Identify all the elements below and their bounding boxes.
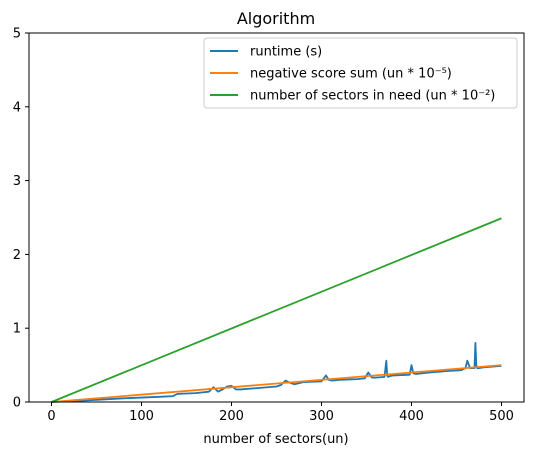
axes-frame — [28, 32, 525, 403]
y-tick-label: 0 — [13, 396, 21, 411]
chart-title: Algorithm — [237, 9, 315, 28]
y-tick-label: 3 — [13, 174, 21, 189]
axes-layer: 0 100 200 300 400 500 0 1 2 3 4 5 — [13, 27, 525, 424]
x-tick-label: 0 — [47, 409, 55, 424]
legend-label-1: negative score sum (un * 10⁻⁵) — [250, 67, 452, 82]
x-tick-label: 500 — [489, 409, 514, 424]
series-line-2 — [51, 217, 502, 403]
x-tick-label: 100 — [129, 409, 154, 424]
legend-box — [203, 37, 518, 109]
legend-label-0: runtime (s) — [250, 45, 322, 60]
series-line-1 — [51, 364, 502, 403]
legend-label-2: number of sectors in need (un * 10⁻²) — [250, 89, 495, 104]
y-tick-label: 2 — [13, 248, 21, 263]
y-tick-label: 4 — [13, 100, 21, 115]
x-tick-label: 300 — [309, 409, 334, 424]
series-layer — [51, 217, 502, 403]
x-axis-label: number of sectors(un) — [203, 432, 348, 447]
y-tick-label: 5 — [13, 27, 21, 42]
x-tick-label: 200 — [219, 409, 244, 424]
y-tick-label: 1 — [13, 322, 21, 337]
x-tick-label: 400 — [399, 409, 424, 424]
legend: runtime (s) negative score sum (un * 10⁻⁵… — [203, 37, 518, 109]
